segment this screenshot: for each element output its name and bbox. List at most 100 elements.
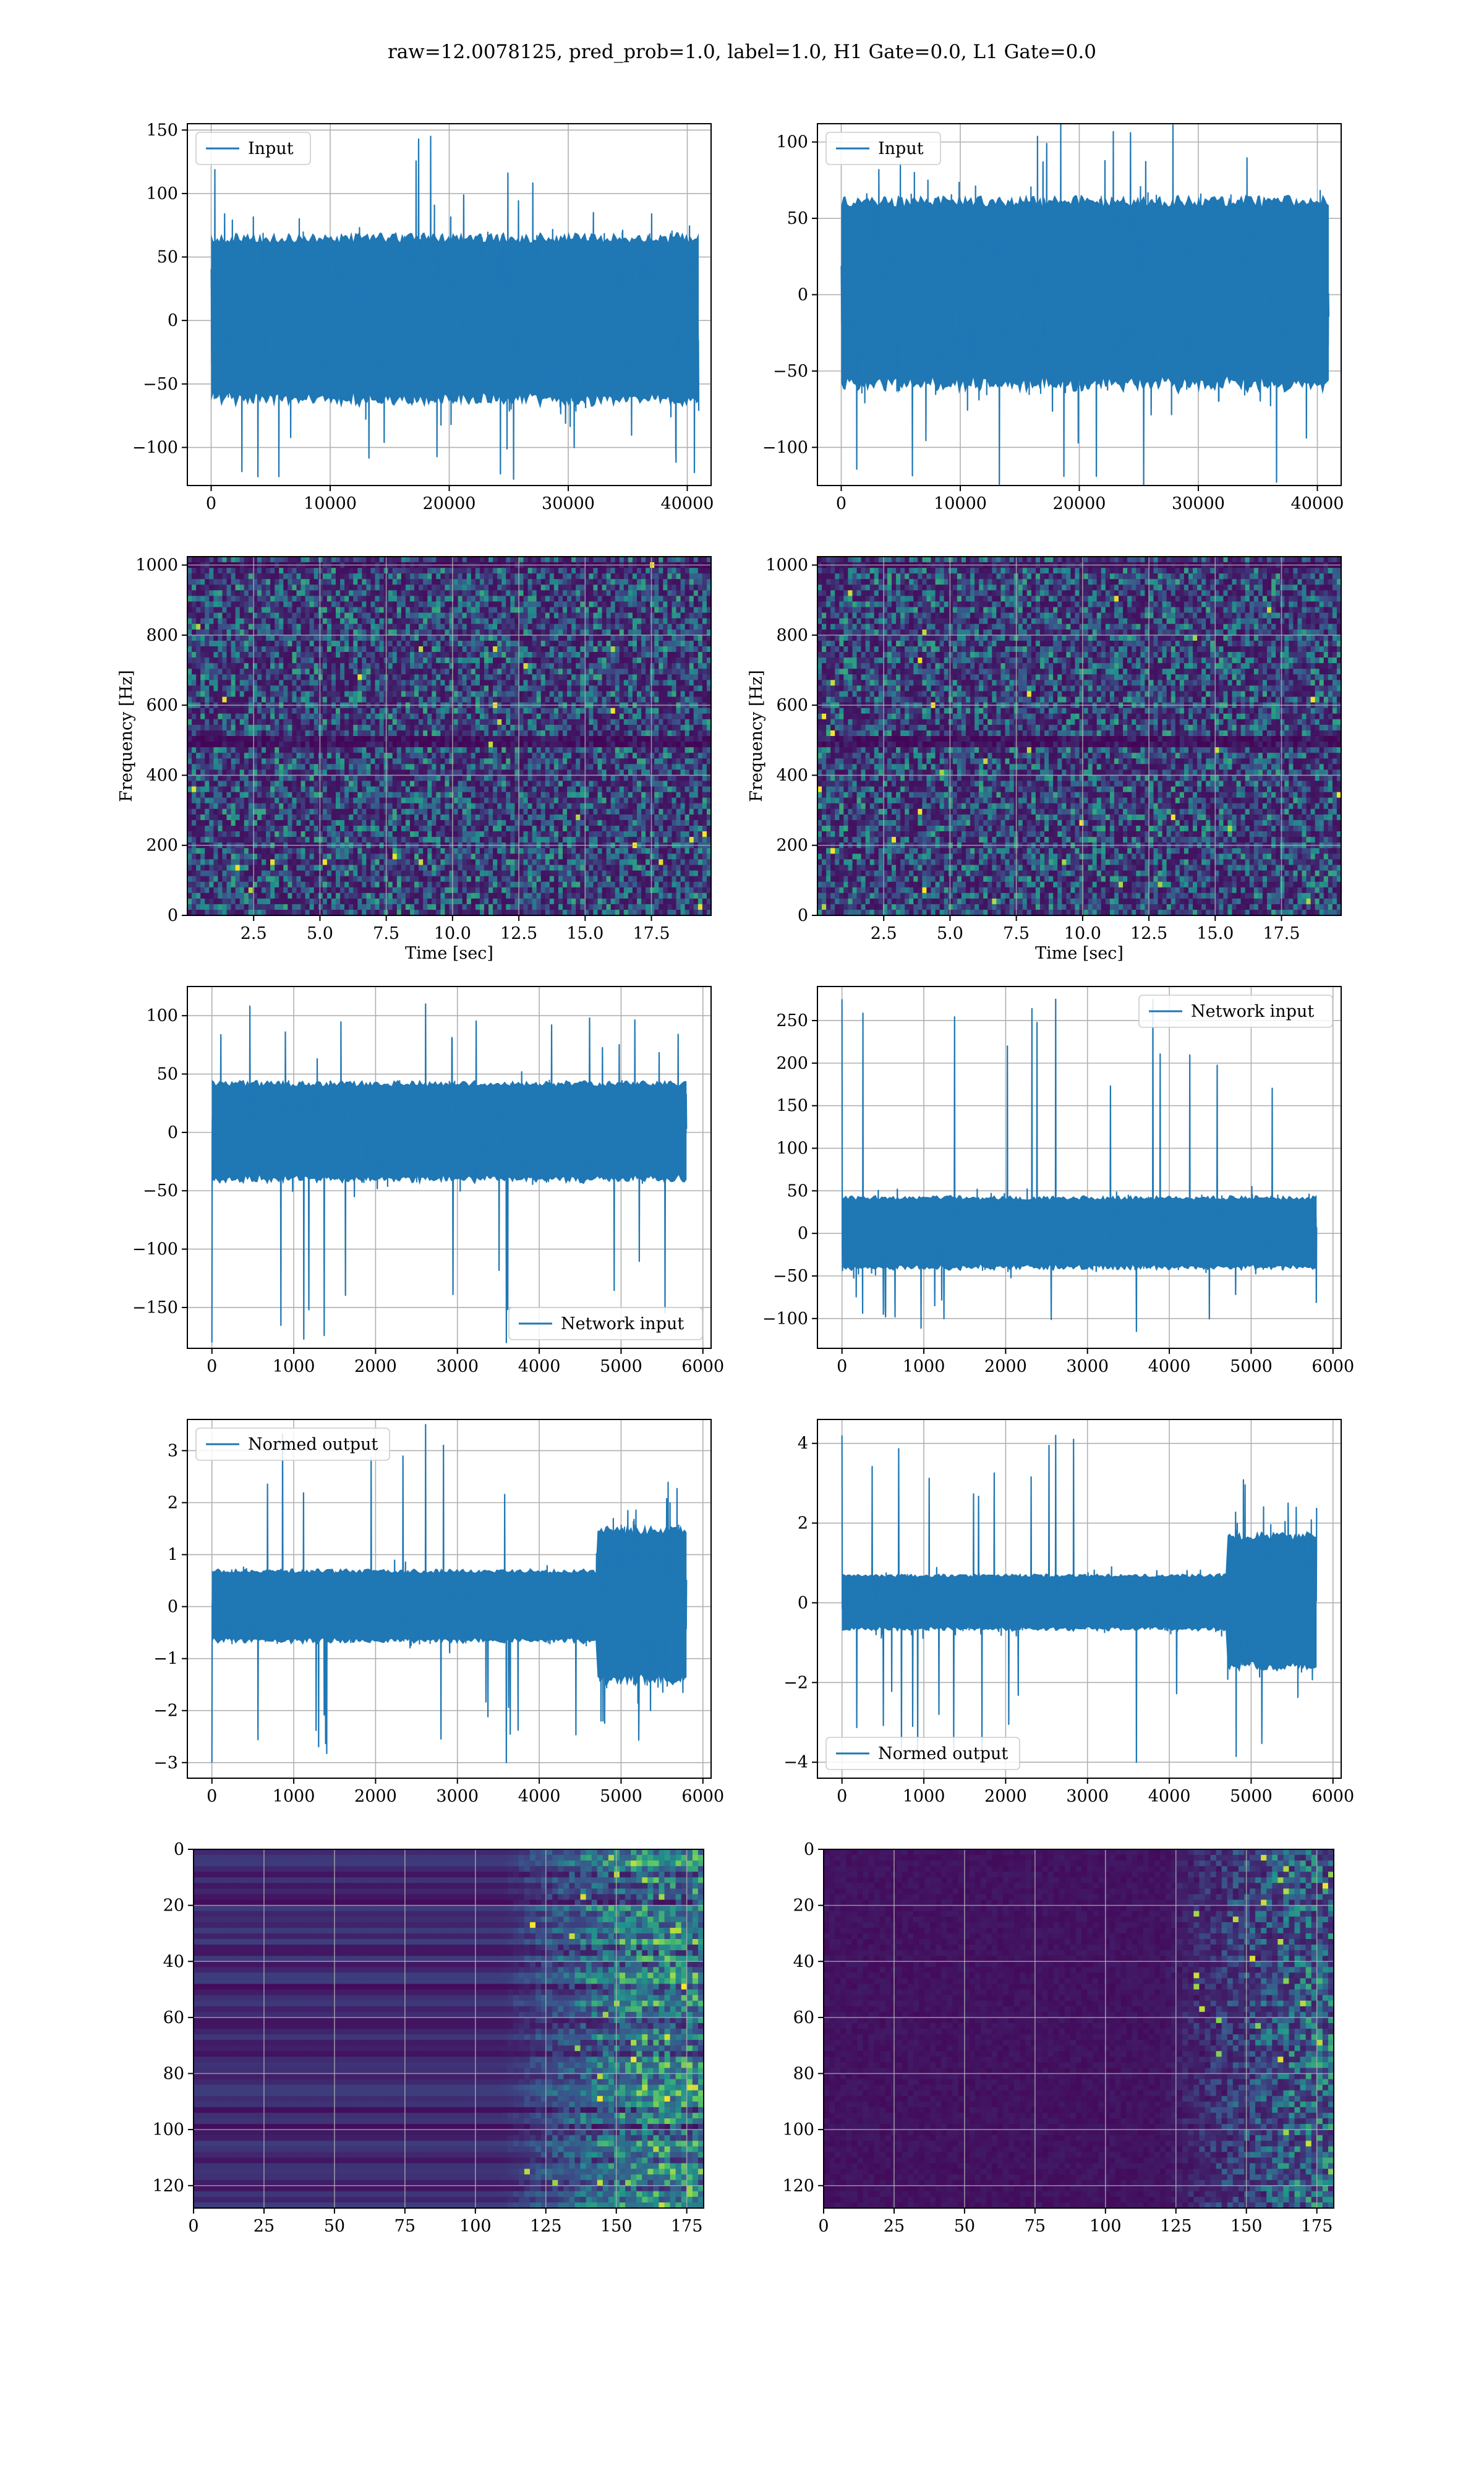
x-tick-label: 6000 bbox=[681, 1357, 724, 1376]
x-tick-label: 40000 bbox=[661, 494, 714, 513]
heatmap-cells bbox=[817, 557, 1341, 915]
heatmap-cells bbox=[824, 1849, 1334, 2208]
x-tick-label: 6000 bbox=[681, 1787, 724, 1806]
y-tick-label: −100 bbox=[132, 1240, 178, 1259]
x-tick-label: 2.5 bbox=[871, 924, 897, 943]
y-tick-label: 150 bbox=[146, 121, 178, 140]
legend: Input bbox=[825, 132, 941, 165]
x-tick-label: 5000 bbox=[1230, 1357, 1273, 1376]
l1-normed-output-axes: 0 1000 2000 3000 4000 5000 6000 −4 −2 0 2 4 Normed o… bbox=[783, 1419, 1354, 1806]
x-tick-label: 7.5 bbox=[1003, 924, 1030, 943]
y-tick-label: −100 bbox=[762, 1309, 808, 1329]
x-tick-label: 15.0 bbox=[566, 924, 603, 943]
y-tick-label: 400 bbox=[146, 766, 178, 785]
y-tick-label: 0 bbox=[804, 1840, 814, 1859]
legend-box bbox=[508, 1307, 703, 1340]
y-tick-label: 100 bbox=[782, 2120, 814, 2139]
x-tick-label: 125 bbox=[1160, 2217, 1192, 2236]
x-tick-label: 2000 bbox=[984, 1357, 1027, 1376]
x-tick-label: 5000 bbox=[600, 1787, 642, 1806]
x-tick-label: 25 bbox=[254, 2217, 275, 2236]
y-tick-label: 0 bbox=[798, 906, 808, 925]
y-tick-label: −2 bbox=[153, 1701, 178, 1721]
y-tick-label: 50 bbox=[157, 248, 178, 267]
axes-frame bbox=[817, 986, 1342, 1349]
x-tick-label: 5000 bbox=[600, 1357, 642, 1376]
series-line bbox=[841, 998, 1318, 1332]
series-normed-output bbox=[211, 1424, 688, 1763]
y-tick-label: 1000 bbox=[135, 556, 178, 575]
grid-and-ticks: 2.5 5.0 7.5 10.0 12.5 15.0 17.5 0 200 400 600 800 10… bbox=[135, 556, 711, 943]
x-tick-label: 150 bbox=[600, 2217, 633, 2236]
x-tick-label: 100 bbox=[459, 2217, 492, 2236]
x-tick-label: 12.5 bbox=[500, 924, 537, 943]
y-tick-label: 250 bbox=[776, 1011, 808, 1030]
figure-title: raw=12.0078125, pred_prob=1.0, label=1.0… bbox=[0, 41, 1484, 63]
y-tick-label: 80 bbox=[793, 2065, 814, 2084]
legend: Network input bbox=[1138, 995, 1333, 1028]
y-tick-label: 80 bbox=[163, 2065, 184, 2084]
grid-and-ticks: 0 1000 2000 3000 4000 5000 6000 −3 −2 −1 0 1 2 3 bbox=[153, 1419, 724, 1806]
series-line bbox=[210, 135, 700, 480]
y-tick-label: 0 bbox=[798, 285, 808, 304]
x-tick-label: 2000 bbox=[354, 1357, 397, 1376]
x-tick-label: 75 bbox=[394, 2217, 416, 2236]
x-tick-label: 1000 bbox=[273, 1357, 315, 1376]
axes-frame bbox=[187, 1419, 712, 1779]
x-tick-label: 2000 bbox=[984, 1787, 1027, 1806]
h1-feature-map-axes: 0 25 50 75 100 125 150 175 0 20 40 60 80 100 120 bbox=[152, 1840, 704, 2236]
legend-box bbox=[1138, 995, 1333, 1028]
series-line bbox=[841, 1434, 1318, 1763]
series-line bbox=[840, 124, 1330, 486]
y-tick-label: −50 bbox=[143, 375, 178, 394]
x-tick-label: 0 bbox=[207, 1787, 217, 1806]
x-tick-label: 3000 bbox=[436, 1787, 479, 1806]
x-axis-label: Time [sec] bbox=[1035, 944, 1124, 963]
x-tick-label: 10000 bbox=[304, 494, 357, 513]
series-network-input bbox=[841, 998, 1318, 1332]
legend-box bbox=[825, 132, 941, 165]
series-input bbox=[210, 135, 700, 480]
x-tick-label: 0 bbox=[188, 2217, 198, 2236]
x-tick-label: 100 bbox=[1090, 2217, 1122, 2236]
legend: Normed output bbox=[825, 1737, 1020, 1770]
x-tick-label: 3000 bbox=[1066, 1357, 1109, 1376]
legend-label: Normed output bbox=[248, 1435, 378, 1454]
series-normed-output bbox=[841, 1434, 1318, 1763]
x-tick-label: 30000 bbox=[1172, 494, 1225, 513]
legend: Normed output bbox=[195, 1427, 390, 1461]
y-tick-label: 50 bbox=[157, 1065, 178, 1084]
y-tick-label: 1000 bbox=[765, 556, 808, 575]
l1-spectrogram-axes: 2.5 5.0 7.5 10.0 12.5 15.0 17.5 0 200 400 600 800 10… bbox=[747, 556, 1342, 963]
y-tick-label: 3 bbox=[168, 1441, 178, 1460]
series-network-input bbox=[211, 1003, 688, 1343]
x-tick-label: 0 bbox=[836, 494, 846, 513]
x-tick-label: 2000 bbox=[354, 1787, 397, 1806]
x-tick-label: 10000 bbox=[934, 494, 987, 513]
y-tick-label: 100 bbox=[776, 1139, 808, 1158]
y-tick-label: 60 bbox=[793, 2008, 814, 2027]
x-tick-label: 4000 bbox=[518, 1787, 561, 1806]
y-tick-label: 20 bbox=[793, 1896, 814, 1915]
y-tick-label: 2 bbox=[168, 1493, 178, 1512]
x-tick-label: 0 bbox=[207, 1357, 217, 1376]
x-tick-label: 17.5 bbox=[1263, 924, 1300, 943]
y-tick-label: 40 bbox=[163, 1952, 184, 1971]
x-tick-label: 12.5 bbox=[1130, 924, 1167, 943]
y-tick-label: 100 bbox=[152, 2120, 184, 2139]
y-tick-label: 0 bbox=[168, 1598, 178, 1617]
y-tick-label: 200 bbox=[776, 1054, 808, 1073]
y-tick-label: 120 bbox=[152, 2177, 184, 2196]
legend-label: Input bbox=[248, 139, 294, 158]
y-tick-label: −1 bbox=[153, 1650, 178, 1669]
y-tick-label: 600 bbox=[146, 696, 178, 715]
x-tick-label: 40000 bbox=[1291, 494, 1344, 513]
y-tick-label: −2 bbox=[783, 1673, 808, 1692]
y-tick-label: 50 bbox=[787, 1181, 808, 1201]
x-tick-label: 3000 bbox=[1066, 1787, 1109, 1806]
y-tick-label: 0 bbox=[168, 311, 178, 330]
y-tick-label: −50 bbox=[773, 1267, 808, 1286]
y-tick-label: −3 bbox=[153, 1753, 178, 1773]
x-tick-label: 3000 bbox=[436, 1357, 479, 1376]
y-tick-label: 100 bbox=[146, 1006, 178, 1025]
